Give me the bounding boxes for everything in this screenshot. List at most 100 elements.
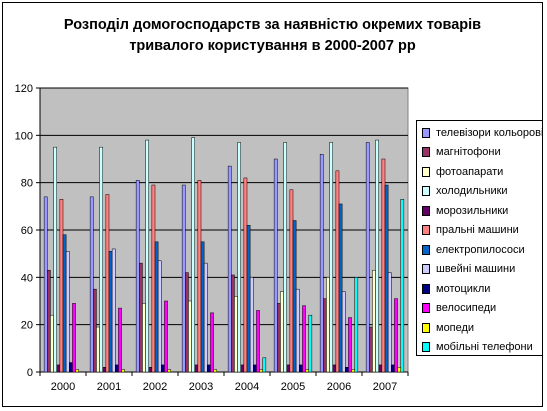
bar: [210, 312, 214, 373]
bar: [292, 220, 297, 373]
bar: [50, 314, 54, 373]
legend-label: фотоапарати: [436, 165, 504, 178]
bar: [234, 296, 238, 373]
legend-swatch: [422, 303, 430, 314]
chart-svg: 0 20 40 60 80 100 120 2000 2001 2002 2003 2004 2005 2…: [15, 83, 409, 393]
legend-swatch: [422, 166, 430, 177]
bar: [280, 291, 284, 373]
bar: [65, 251, 70, 373]
legend-label: мопеди: [436, 321, 475, 334]
bar: [142, 303, 146, 373]
bar: [243, 177, 248, 373]
bar: [148, 367, 153, 373]
bar: [391, 364, 395, 373]
legend-label: холодильники: [436, 185, 508, 198]
y-tick-label: 120: [15, 83, 33, 95]
bar: [249, 277, 254, 373]
bar: [121, 369, 125, 373]
legend-label: телевізори кольорові: [436, 126, 544, 139]
bar: [56, 364, 61, 373]
legend-label: електропилососи: [436, 243, 525, 256]
bar: [108, 251, 113, 373]
x-tick-label: 2001: [97, 381, 121, 393]
legend-swatch: [422, 225, 430, 236]
legend-label: пральні машини: [436, 224, 519, 237]
legend-item: пральні машини: [417, 221, 542, 241]
bar: [308, 314, 313, 373]
bar: [72, 303, 76, 373]
bar: [305, 369, 309, 373]
bar: [231, 274, 235, 373]
bar: [53, 146, 57, 373]
bar: [246, 225, 251, 373]
bar: [326, 277, 330, 373]
legend-item: телевізори кольорові: [417, 123, 544, 143]
bar: [135, 180, 140, 373]
x-tick-label: 2003: [189, 381, 213, 393]
x-tick-label: 2006: [327, 381, 351, 393]
legend-item: велосипеди: [417, 299, 542, 319]
legend-item: швейні машини: [417, 260, 542, 280]
bar: [191, 137, 195, 373]
bar: [387, 272, 392, 373]
bar: [259, 369, 263, 373]
bar: [345, 367, 349, 373]
bar: [397, 367, 401, 373]
bar: [59, 198, 64, 373]
x-tick-label: 2007: [373, 381, 397, 393]
bar: [253, 364, 257, 373]
bar: [188, 300, 192, 373]
y-tick-label: 40: [21, 272, 33, 284]
y-tick-label: 80: [21, 178, 33, 190]
bar: [283, 142, 287, 373]
bar: [164, 300, 168, 373]
bar: [203, 262, 208, 373]
legend-label: магнітофони: [436, 146, 501, 159]
bar: [157, 260, 162, 373]
bar: [185, 272, 189, 373]
bar: [118, 307, 122, 373]
bar: [89, 196, 94, 373]
bar: [194, 364, 199, 373]
chart-title: Розподіл домогосподарств за наявністю ок…: [63, 17, 482, 54]
bar: [384, 184, 389, 373]
legend-swatch: [422, 186, 430, 197]
legend-item: мопеди: [417, 318, 542, 338]
legend-item: морозильники: [417, 201, 542, 221]
bar: [332, 364, 337, 373]
bar: [227, 165, 232, 373]
bar: [335, 170, 340, 373]
bar: [286, 364, 291, 373]
bar: [295, 288, 300, 373]
legend-swatch: [422, 244, 430, 255]
bar: [240, 364, 245, 373]
bar: [197, 180, 202, 373]
bar: [323, 298, 327, 373]
bar: [105, 194, 110, 373]
y-tick-label: 20: [21, 320, 33, 332]
x-tick-label: 2004: [235, 381, 259, 393]
legend-swatch: [422, 322, 430, 333]
bar: [139, 262, 143, 373]
bar: [200, 241, 205, 373]
bar: [273, 158, 278, 373]
bar: [400, 198, 405, 373]
bar: [348, 317, 352, 373]
bar: [96, 326, 100, 373]
bar: [69, 362, 73, 373]
legend-item: мобільні телефони: [417, 338, 542, 358]
bar: [277, 303, 281, 373]
bar: [93, 288, 97, 373]
bar: [381, 158, 386, 373]
bar: [319, 154, 324, 373]
bar: [62, 234, 67, 373]
bar: [111, 248, 116, 373]
legend: телевізори кольорові магнітофони фотоапара…: [416, 120, 543, 356]
bar: [378, 364, 383, 373]
bar: [329, 142, 333, 373]
bar: [154, 241, 159, 373]
bar: [237, 142, 241, 373]
bar: [161, 364, 165, 373]
bar: [256, 310, 260, 373]
bar: [43, 196, 48, 373]
